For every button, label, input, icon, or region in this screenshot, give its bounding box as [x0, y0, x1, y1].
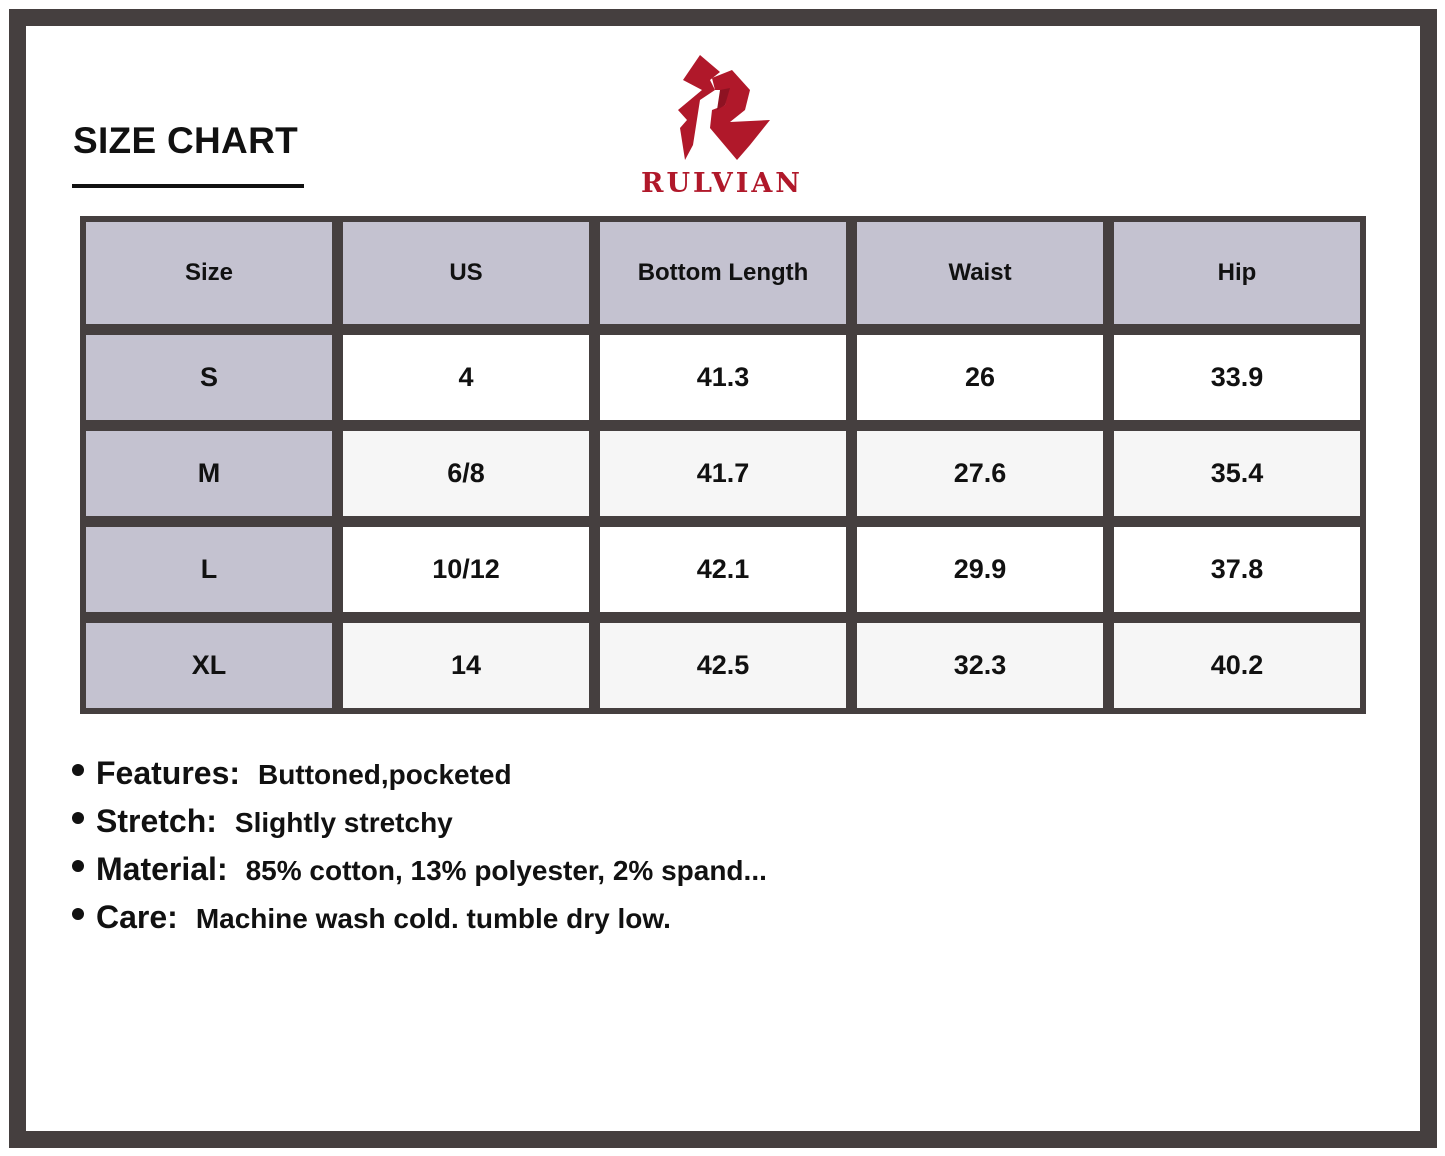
table-cell: 41.3: [600, 335, 846, 420]
feature-item: Material: 85% cotton, 13% polyester, 2% s…: [72, 851, 767, 899]
table-cell: 37.8: [1114, 527, 1360, 612]
feature-value: Slightly stretchy: [234, 807, 453, 838]
table-cell: 32.3: [857, 623, 1103, 708]
table-cell: 26: [857, 335, 1103, 420]
table-cell: 14: [343, 623, 589, 708]
brand-wordmark: RULVIAN: [641, 168, 803, 199]
column-header: US: [343, 222, 589, 324]
feature-label: Care:: [96, 899, 178, 935]
table-cell: 10/12: [343, 527, 589, 612]
size-label-cell: S: [86, 335, 332, 420]
size-label-cell: XL: [86, 623, 332, 708]
feature-value: Buttoned,pocketed: [258, 759, 512, 790]
feature-item: Features: Buttoned,pocketed: [72, 755, 767, 803]
column-header: Hip: [1114, 222, 1360, 324]
feature-label: Material:: [96, 851, 228, 887]
table-cell: 33.9: [1114, 335, 1360, 420]
bullet-icon: [72, 908, 84, 920]
column-header: Waist: [857, 222, 1103, 324]
bullet-icon: [72, 812, 84, 824]
bullet-icon: [72, 764, 84, 776]
table-cell: 29.9: [857, 527, 1103, 612]
feature-value: 85% cotton, 13% polyester, 2% spand...: [245, 855, 767, 886]
size-label-cell: M: [86, 431, 332, 516]
table-cell: 42.5: [600, 623, 846, 708]
table-cell: 42.1: [600, 527, 846, 612]
title-underline: [72, 184, 304, 188]
feature-list: Features: Buttoned,pocketed Stretch: Slight…: [72, 755, 767, 947]
table-cell: 4: [343, 335, 589, 420]
table-cell: 40.2: [1114, 623, 1360, 708]
feature-item: Stretch: Slightly stretchy: [72, 803, 767, 851]
feature-label: Stretch:: [96, 803, 217, 839]
size-table: Size US Bottom Length Waist Hip S 4 41.3 26 33.9 M…: [80, 216, 1366, 714]
brand-logo: RULVIAN: [641, 55, 803, 199]
feature-value: Machine wash cold. tumble dry low.: [195, 903, 671, 934]
feature-item: Care: Machine wash cold. tumble dry low.: [72, 899, 767, 947]
page-title: SIZE CHART: [73, 120, 298, 161]
table-cell: 35.4: [1114, 431, 1360, 516]
size-label-cell: L: [86, 527, 332, 612]
column-header: Size: [86, 222, 332, 324]
bullet-icon: [72, 860, 84, 872]
table-cell: 41.7: [600, 431, 846, 516]
column-header: Bottom Length: [600, 222, 846, 324]
feature-label: Features:: [96, 755, 241, 791]
table-cell: 27.6: [857, 431, 1103, 516]
table-cell: 6/8: [343, 431, 589, 516]
